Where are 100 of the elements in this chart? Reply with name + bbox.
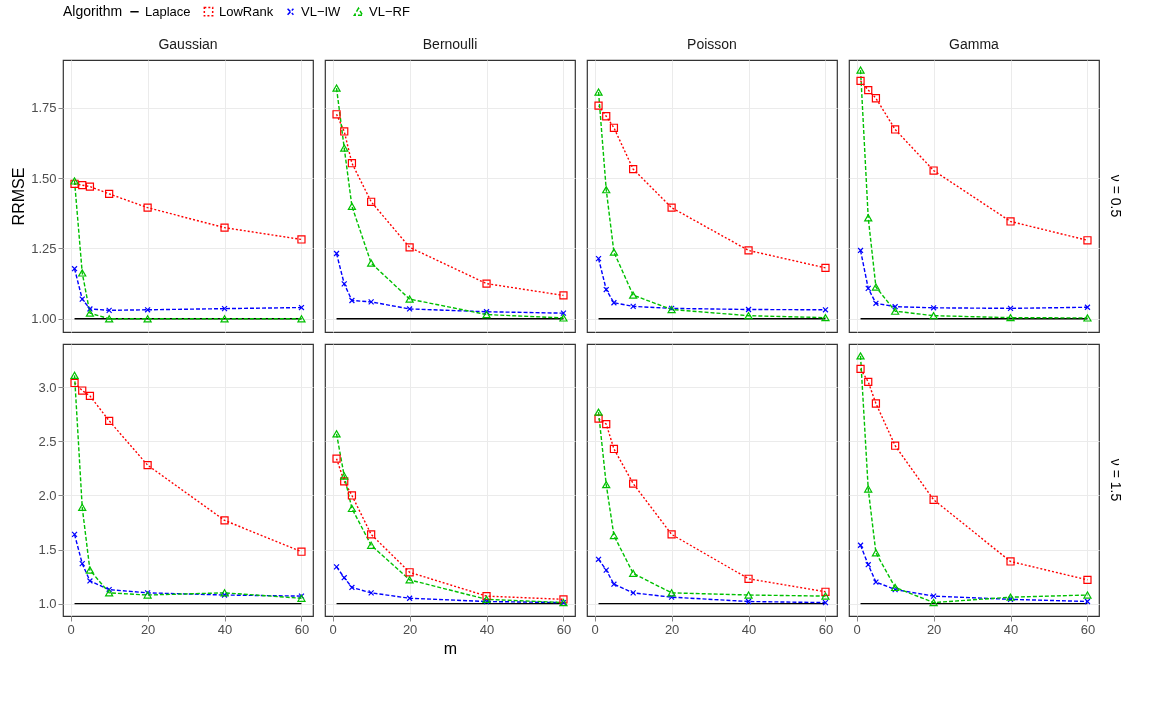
- point: [856, 352, 865, 360]
- point: [609, 444, 619, 454]
- point: [1007, 305, 1014, 312]
- point: [602, 186, 611, 194]
- point: [744, 591, 753, 599]
- point: [667, 203, 676, 212]
- point: [78, 386, 87, 395]
- point: [332, 110, 341, 119]
- x-tick-label: 0: [67, 621, 75, 637]
- point: [857, 542, 864, 549]
- point: [856, 76, 865, 85]
- point: [603, 286, 610, 293]
- point: [559, 314, 568, 322]
- point: [602, 112, 611, 121]
- y-tick-label: 1.00: [31, 311, 57, 327]
- point: [609, 531, 619, 540]
- point: [85, 309, 95, 317]
- point: [864, 85, 873, 95]
- point: [297, 315, 306, 323]
- point: [220, 223, 229, 232]
- point: [71, 265, 78, 272]
- point: [144, 306, 151, 313]
- point: [744, 312, 753, 320]
- point: [629, 479, 638, 488]
- point: [482, 591, 491, 601]
- point: [871, 283, 881, 291]
- point: [220, 315, 229, 323]
- point: [667, 589, 676, 597]
- point: [871, 399, 881, 408]
- point: [595, 556, 602, 563]
- point: [865, 285, 872, 292]
- point: [347, 202, 357, 210]
- y2-axis-title: ν = 1.5: [1108, 458, 1124, 502]
- point: [891, 441, 900, 450]
- point: [1006, 557, 1015, 566]
- point: [406, 305, 413, 313]
- point: [1084, 304, 1091, 311]
- legend-label: VL−IW: [301, 3, 342, 19]
- point: [1083, 575, 1092, 584]
- point: [367, 530, 376, 539]
- point: [744, 246, 753, 255]
- point: [367, 259, 376, 267]
- x-tick-label: 20: [402, 621, 418, 637]
- point: [667, 530, 676, 539]
- point: [70, 378, 79, 388]
- point: [341, 574, 348, 581]
- point: [333, 563, 340, 570]
- point: [930, 304, 937, 311]
- point: [602, 480, 611, 489]
- y-tick-label: 2.0: [38, 487, 57, 503]
- point: [1083, 314, 1092, 322]
- point: [822, 306, 829, 313]
- point: [744, 574, 753, 583]
- point: [594, 88, 603, 96]
- point: [79, 560, 86, 567]
- chart-title: Poisson: [687, 36, 737, 52]
- point: [602, 419, 611, 429]
- point: [405, 243, 414, 252]
- point: [78, 181, 87, 190]
- y-tick-label: 1.25: [31, 240, 57, 256]
- y-tick-label: 1.75: [31, 100, 57, 116]
- point: [297, 235, 306, 244]
- point: [220, 516, 229, 525]
- chart-title: Gaussian: [158, 36, 218, 52]
- point: [105, 189, 114, 199]
- point: [559, 291, 568, 300]
- point: [856, 364, 865, 374]
- point: [821, 263, 830, 272]
- point: [609, 123, 619, 132]
- x-tick-label: 20: [926, 621, 942, 637]
- point: [821, 313, 830, 322]
- point: [297, 547, 306, 556]
- point: [610, 581, 617, 588]
- legend-label: LowRank: [219, 3, 274, 19]
- x-tick-label: 60: [818, 621, 834, 637]
- point: [864, 377, 873, 386]
- legend-title: Algorithm: [63, 3, 123, 19]
- x-tick-label: 0: [853, 621, 861, 637]
- point: [332, 454, 341, 463]
- point: [482, 310, 491, 319]
- point: [629, 569, 638, 578]
- chart-title: Gamma: [949, 36, 1000, 52]
- point: [78, 269, 87, 277]
- point: [332, 430, 341, 438]
- point: [872, 300, 879, 307]
- point: [929, 166, 938, 175]
- point: [630, 303, 637, 310]
- point: [143, 461, 152, 470]
- point: [865, 561, 872, 568]
- legend-label: Laplace: [145, 3, 191, 19]
- point: [367, 541, 376, 549]
- chart-title: Bernoulli: [422, 36, 478, 52]
- point: [864, 485, 873, 493]
- x-tick-label: 60: [294, 621, 310, 637]
- point: [79, 296, 86, 303]
- point: [821, 587, 830, 596]
- point: [560, 310, 567, 317]
- point: [332, 84, 341, 92]
- point: [1006, 313, 1015, 322]
- point: [871, 549, 881, 557]
